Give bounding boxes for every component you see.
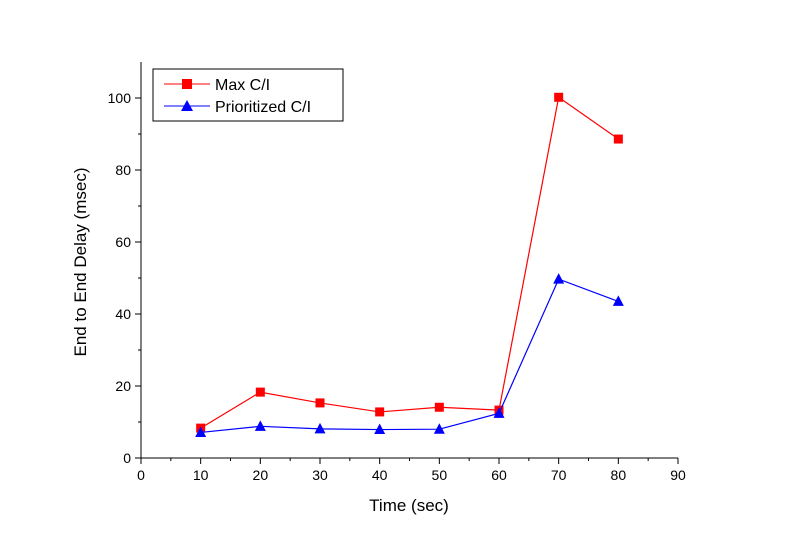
data-point-max-c-i: [255, 387, 265, 397]
data-point-max-c-i: [554, 92, 564, 102]
x-tick-label: 20: [253, 467, 269, 483]
x-tick-label: 60: [491, 467, 507, 483]
x-tick-label: 40: [372, 467, 388, 483]
legend-box: [152, 68, 344, 122]
legend-marker-prioritized-ci: [181, 100, 193, 111]
y-tick-label: 0: [123, 450, 131, 466]
series-prioritized-c-i: [195, 273, 624, 437]
x-tick-label: 80: [611, 467, 627, 483]
data-point-prioritized-c-i: [254, 420, 266, 431]
y-tick-label: 80: [115, 162, 131, 178]
data-point-prioritized-c-i: [553, 273, 565, 284]
y-tick-label: 20: [115, 378, 131, 394]
x-tick-label: 50: [432, 467, 448, 483]
axes: 0 10 20 30 40 50 60 70 80 90 0 20 40 60 80 100: [108, 62, 686, 483]
data-point-prioritized-c-i: [374, 423, 386, 435]
x-tick-label: 10: [193, 467, 209, 483]
data-point-prioritized-c-i: [195, 426, 207, 437]
data-point-max-c-i: [375, 407, 385, 417]
y-tick-label: 40: [115, 306, 131, 322]
series-layer: [195, 92, 624, 437]
x-tick-label: 30: [312, 467, 328, 483]
series-line-max-c-i: [200, 96, 619, 429]
data-point-prioritized-c-i: [493, 407, 505, 418]
legend-label-max-ci: Max C/I: [215, 77, 270, 94]
data-point-prioritized-c-i: [612, 295, 624, 306]
y-axis-title: End to End Delay (msec): [71, 168, 90, 357]
y-tick-label: 100: [108, 90, 132, 106]
x-tick-label: 90: [670, 467, 686, 483]
data-point-max-c-i: [315, 398, 325, 408]
legend-marker-max-ci: [182, 79, 192, 89]
legend-label-prioritized-ci: Prioritized C/I: [215, 99, 311, 116]
data-point-max-c-i: [434, 402, 444, 412]
y-tick-label: 60: [115, 234, 131, 250]
x-axis-title: Time (sec): [369, 496, 449, 515]
series-max-c-i: [196, 92, 623, 433]
data-point-prioritized-c-i: [314, 422, 326, 434]
x-tick-label: 0: [137, 467, 145, 483]
data-point-prioritized-c-i: [433, 423, 445, 434]
series-line-prioritized-c-i: [200, 278, 619, 434]
x-tick-label: 70: [551, 467, 567, 483]
legend: Max C/I Prioritized C/I: [152, 68, 344, 122]
data-point-max-c-i: [613, 134, 623, 144]
